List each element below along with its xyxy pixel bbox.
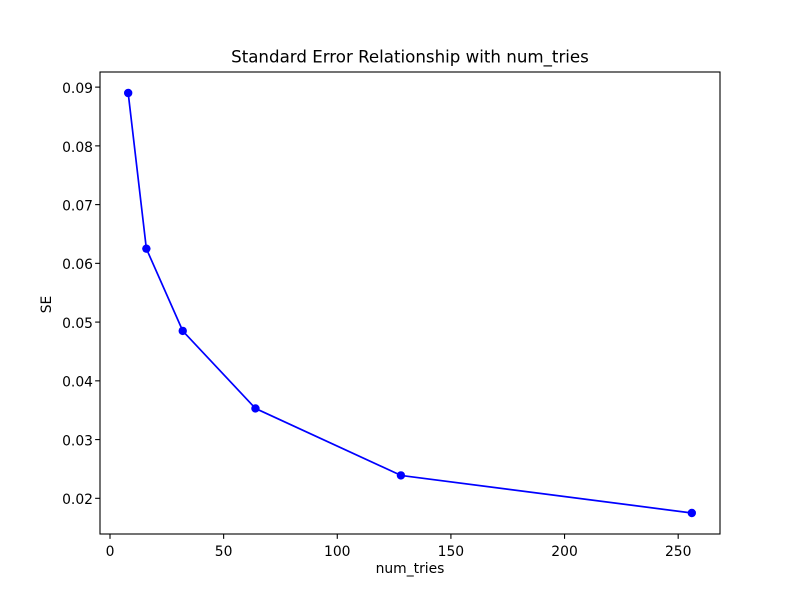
x-tick-label: 200 [551,544,577,560]
data-point-marker [178,326,187,336]
data-point-marker [123,88,133,98]
axes-spines [99,71,721,535]
x-axis-label: num_tries [376,561,445,577]
chart-title: Standard Error Relationship with num_tri… [231,48,589,68]
x-tick-label: 250 [665,544,691,560]
data-point-marker [687,508,697,518]
y-tick-label: 0.07 [62,199,93,215]
y-tick-label: 0.02 [62,492,93,508]
y-axis-label: SE [39,296,55,314]
x-tick-label: 150 [438,544,464,560]
y-tick-label: 0.03 [62,433,93,449]
x-tick-label: 50 [215,544,233,560]
y-tick-label: 0.08 [62,140,93,156]
series-line [127,92,692,514]
data-point-marker [396,471,406,480]
y-tick-label: 0.09 [62,81,93,97]
x-tick-label: 100 [324,544,350,560]
axes: 0 50 100 150 200 250 0.02 0.03 0.04 0.05 0.06 0.07 0… [62,71,721,560]
y-tick-label: 0.04 [62,375,93,391]
y-tick-label: 0.06 [62,257,93,273]
x-tick-label: 0 [106,544,115,560]
y-tick-label: 0.05 [62,316,93,332]
data-point-marker [142,244,151,253]
data-point-marker [251,404,260,413]
